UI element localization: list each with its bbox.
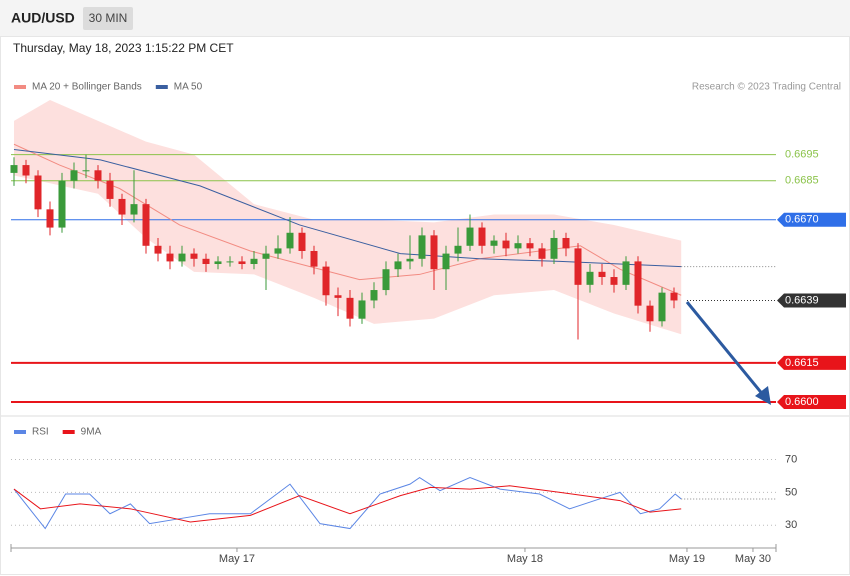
level-tag (777, 212, 846, 227)
candle-body (586, 271, 594, 285)
candle-body (118, 198, 126, 215)
candle-body (286, 232, 294, 249)
candle-body (562, 237, 570, 249)
candle-body (334, 295, 342, 298)
candle-body (514, 243, 522, 249)
level-label: 0.6670 (785, 214, 819, 226)
level-tag (777, 355, 846, 370)
candle-body (598, 271, 606, 278)
level-label: 0.6685 (785, 175, 819, 187)
candle-body (610, 277, 618, 285)
header-bar (0, 0, 850, 36)
candle-body (190, 253, 198, 259)
candle-body (430, 235, 438, 270)
candle-body (22, 165, 30, 176)
candle-body (238, 261, 246, 265)
candle-body (58, 180, 66, 228)
y-tick-label: 70 (785, 453, 797, 465)
bollinger-band (14, 100, 682, 335)
candle-body (538, 248, 546, 259)
candle-body (646, 305, 654, 322)
candle-body (346, 297, 354, 319)
credit: Research © 2023 Trading Central (692, 82, 841, 93)
legend-label: MA 20 + Bollinger Bands (32, 82, 142, 93)
candle-body (574, 248, 582, 285)
candle-body (202, 258, 210, 265)
legend-swatch (62, 430, 75, 434)
level-label: 0.6615 (785, 357, 819, 369)
candle-body (166, 253, 174, 262)
interval-button[interactable] (83, 7, 133, 30)
x-tick-label: May 17 (219, 553, 255, 565)
candle-body (442, 253, 450, 270)
candle-body (550, 237, 558, 259)
candle-body (454, 245, 462, 254)
level-label: 0.6639 (785, 294, 819, 306)
x-tick-label: May 30 (735, 553, 771, 565)
level-tag (777, 394, 846, 409)
candle-body (418, 235, 426, 259)
candle-body (670, 292, 678, 301)
candle-body (226, 261, 234, 263)
candle-body (262, 253, 270, 259)
candle-body (310, 250, 318, 267)
symbol: AUD/USD (11, 10, 75, 26)
candle-body (382, 269, 390, 291)
legend-label: RSI (32, 427, 49, 438)
candle-body (94, 170, 102, 181)
x-tick-label: May 18 (507, 553, 543, 565)
legend-swatch (14, 85, 26, 89)
candle-body (490, 240, 498, 246)
candle-body (466, 227, 474, 246)
candle-body (658, 292, 666, 322)
candle-body (370, 290, 378, 301)
legend-label: MA 50 (174, 82, 203, 93)
candle-body (634, 261, 642, 306)
y-tick-label: 30 (785, 519, 797, 531)
level-label: 0.6695 (785, 149, 819, 161)
candle-body (106, 180, 114, 199)
candle-body (502, 240, 510, 249)
candle-body (46, 209, 54, 228)
level-label: 0.6600 (785, 396, 819, 408)
level-tag (777, 293, 846, 308)
y-tick-label: 50 (785, 486, 797, 498)
forecast-arrow (685, 301, 766, 397)
candle-body (394, 261, 402, 270)
candle-body (478, 227, 486, 246)
interval[interactable]: 30 MIN (89, 11, 128, 25)
ma-line (13, 148, 682, 268)
candle-body (154, 245, 162, 254)
candle-body (34, 175, 42, 210)
indicator-line (13, 485, 682, 523)
candle-body (298, 232, 306, 251)
legend-swatch (155, 85, 168, 89)
x-tick-label: May 19 (669, 553, 705, 565)
candle-body (70, 170, 78, 181)
candle-body (322, 266, 330, 296)
candle-body (178, 253, 186, 262)
forecast-arrowhead (755, 386, 771, 405)
indicator-line (13, 476, 682, 530)
candle-body (406, 258, 414, 262)
candle-body (250, 258, 258, 265)
candle-body (10, 165, 18, 173)
candle-body (82, 170, 90, 172)
candle-body (358, 300, 366, 319)
legend-swatch (14, 430, 26, 434)
legend-label: 9MA (81, 427, 102, 438)
candle-body (622, 261, 630, 285)
candle-body (274, 248, 282, 254)
candle-body (214, 261, 222, 265)
candle-body (142, 204, 150, 246)
candle-body (526, 243, 534, 249)
timestamp: Thursday, May 18, 2023 1:15:22 PM CET (13, 41, 234, 55)
ma-line (13, 143, 682, 296)
candle-body (130, 204, 138, 215)
